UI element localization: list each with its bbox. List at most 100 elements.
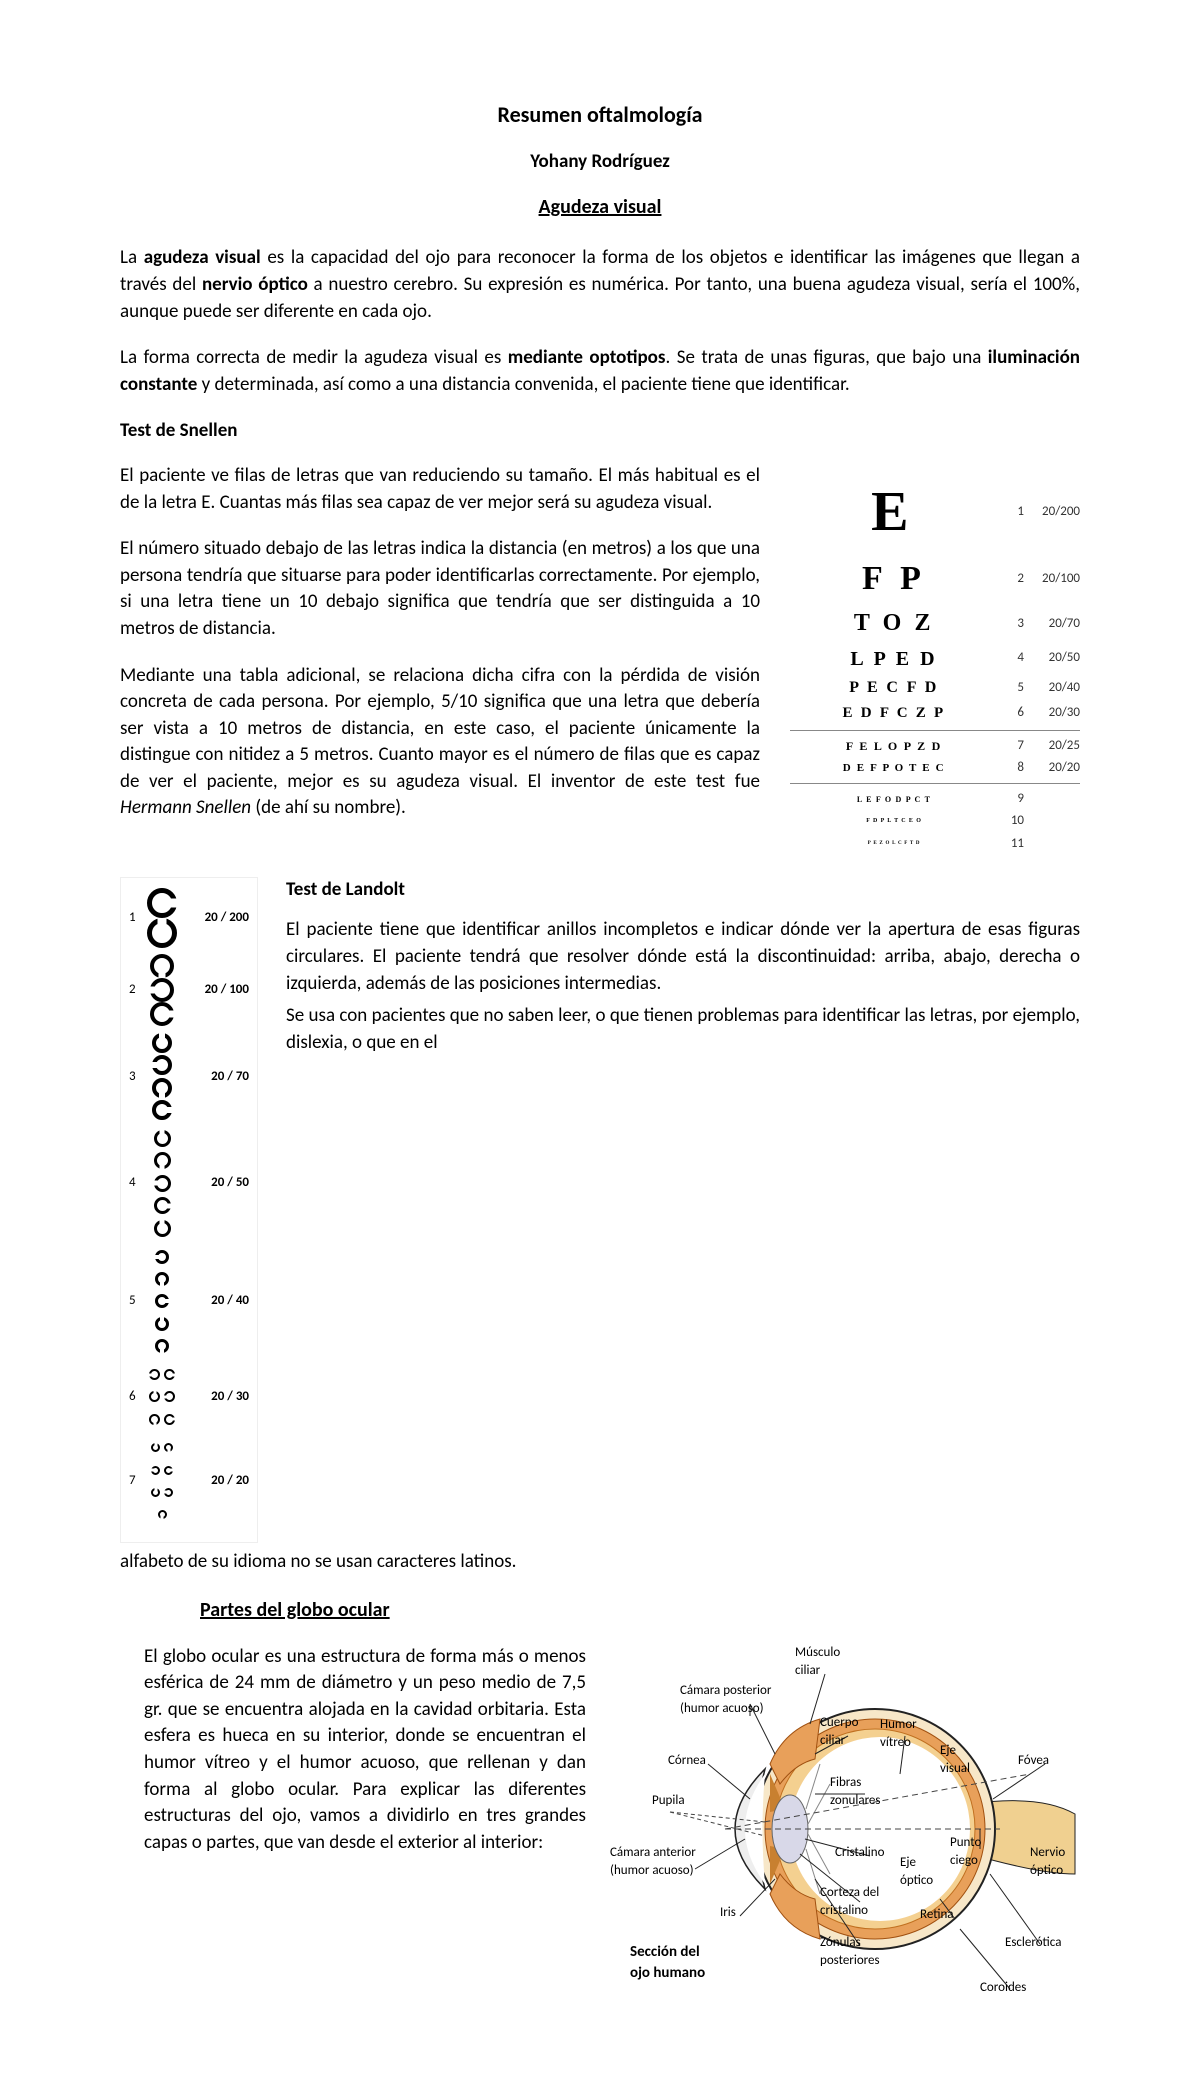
eye-label: Cristalino [835,1844,884,1862]
snellen-text-column: El paciente ve filas de letras que van r… [120,463,760,842]
page-title: Resumen oftalmología [120,100,1080,131]
landolt-fraction: 20 / 30 [179,1388,249,1406]
landolt-chart-row: 120 / 200 [129,888,249,948]
eye-label: Coroides [980,1979,1026,1997]
landolt-ring-icon [151,1488,160,1497]
snellen-fraction: 20/40 [1024,679,1080,697]
landolt-chart-row: 420 / 50 [129,1127,249,1239]
text: . Se trata de unas figuras, que bajo una [665,346,987,369]
snellen-line-number: 5 [998,679,1024,697]
landolt-ring-icon [155,1339,169,1353]
landolt-ring-icon [164,1488,173,1497]
section-heading-globo: Partes del globo ocular [200,1596,1080,1624]
text: y determinada, así como a una distancia … [197,373,849,396]
landolt-fraction: 20 / 70 [179,1068,249,1086]
snellen-letters: D E F P O T E C [790,761,998,776]
landolt-text-column: Test de Landolt El paciente tiene que id… [286,877,1080,1057]
snellen-line-number: 8 [998,759,1024,777]
landolt-paragraph-after: alfabeto de su idioma no se usan caracte… [120,1549,1080,1576]
landolt-fraction: 20 / 50 [179,1174,249,1192]
eye-label: Cuerpociliar [820,1714,858,1750]
snellen-line-number: 4 [998,649,1024,667]
eye-label: Cámara anterior(humor acuoso) [610,1844,696,1880]
snellen-divider [790,783,1080,784]
landolt-chart-row: 720 / 20 [129,1437,249,1527]
snellen-chart-line: E D F C Z P620/30 [790,703,1080,724]
eye-label: Ejeóptico [900,1854,933,1890]
landolt-ring-icon [164,1369,175,1380]
landolt-ring-icon [158,1510,167,1519]
snellen-paragraph: El número situado debajo de las letras i… [120,536,760,642]
snellen-letters: F P [790,555,998,603]
eye-label: Nervioóptico [1030,1844,1065,1880]
landolt-chart-row: 6 20 / 30 [129,1363,249,1430]
snellen-fraction: 20/30 [1024,704,1080,722]
snellen-letters: P E Z O L C F T D [790,840,998,847]
landolt-ring-icon [164,1414,175,1425]
snellen-line-number: 3 [998,615,1024,633]
landolt-ring-icon [147,888,177,918]
eye-label: Pupila [652,1792,685,1810]
bold-term: agudeza visual [144,246,261,269]
landolt-rings [145,954,179,1026]
landolt-rings [145,1437,179,1527]
landolt-ring-icon [154,1197,171,1214]
landolt-ring-icon [152,1100,172,1120]
snellen-chart-line: T O Z320/70 [790,607,1080,641]
landolt-ring-icon [155,1294,169,1308]
landolt-fraction: 20 / 40 [179,1292,249,1310]
author-name: Yohany Rodríguez [120,149,1080,176]
snellen-letters: P E C F D [790,677,998,699]
landolt-row: 120 / 200220 / 100320 / 70420 / 50520 / … [120,877,1080,1543]
snellen-letters: L E F O D P C T [790,794,998,805]
snellen-chart-line: F P220/100 [790,555,1080,603]
landolt-row-index: 7 [129,1472,145,1490]
eye-label: Fibraszonulares [830,1774,881,1810]
snellen-chart-line: L P E D420/50 [790,645,1080,673]
snellen-line-number: 7 [998,737,1024,755]
snellen-chart: E120/200F P220/100T O Z320/70L P E D420/… [790,463,1080,867]
snellen-paragraph: El paciente ve filas de letras que van r… [120,463,760,516]
eye-label: Cámara posterior(humor acuoso) [680,1682,771,1718]
text: La [120,246,144,269]
landolt-ring-icon [150,978,174,1002]
landolt-chart-row: 520 / 40 [129,1245,249,1357]
landolt-ring-icon [152,1033,172,1053]
text: Sección del [630,1943,700,1961]
landolt-fraction: 20 / 100 [179,981,249,999]
italic-name: Hermann Snellen [120,796,251,819]
landolt-chart-row: 320 / 70 [129,1032,249,1122]
landolt-ring-icon [149,1369,160,1380]
landolt-row-index: 6 [129,1388,145,1406]
landolt-ring-icon [149,1391,160,1402]
subheading-snellen: Test de Snellen [120,418,1080,445]
landolt-ring-icon [155,1272,169,1286]
snellen-chart-line: P E Z O L C F T D11 [790,835,1080,853]
eye-label: Córnea [668,1752,706,1770]
text: ojo humano [630,1964,705,1982]
landolt-ring-icon [150,954,174,978]
globe-paragraph: El globo ocular es una estructura de for… [144,1644,586,1857]
bold-term: nervio óptico [202,273,308,296]
snellen-fraction: 20/50 [1024,649,1080,667]
landolt-ring-icon [164,1391,175,1402]
snellen-chart-line: F D P L T C E O10 [790,812,1080,830]
landolt-ring-icon [154,1130,171,1147]
landolt-rings [145,1363,179,1430]
eye-label: Puntociego [950,1834,981,1870]
text: (de ahí su nombre). [251,796,406,819]
eye-label: Fóvea [1018,1752,1049,1770]
eye-label: Humorvítreo [880,1716,917,1752]
landolt-fraction: 20 / 200 [179,909,249,927]
snellen-fraction: 20/25 [1024,737,1080,755]
landolt-ring-icon [152,1055,172,1075]
snellen-letters: E [790,473,998,551]
snellen-chart-line: D E F P O T E C820/20 [790,759,1080,777]
landolt-ring-icon [154,1152,171,1169]
snellen-line-number: 11 [998,835,1024,853]
snellen-row: El paciente ve filas de letras que van r… [120,463,1080,867]
landolt-ring-icon [164,1466,173,1475]
landolt-ring-icon [151,1443,160,1452]
snellen-line-number: 10 [998,812,1024,830]
snellen-fraction: 20/70 [1024,615,1080,633]
